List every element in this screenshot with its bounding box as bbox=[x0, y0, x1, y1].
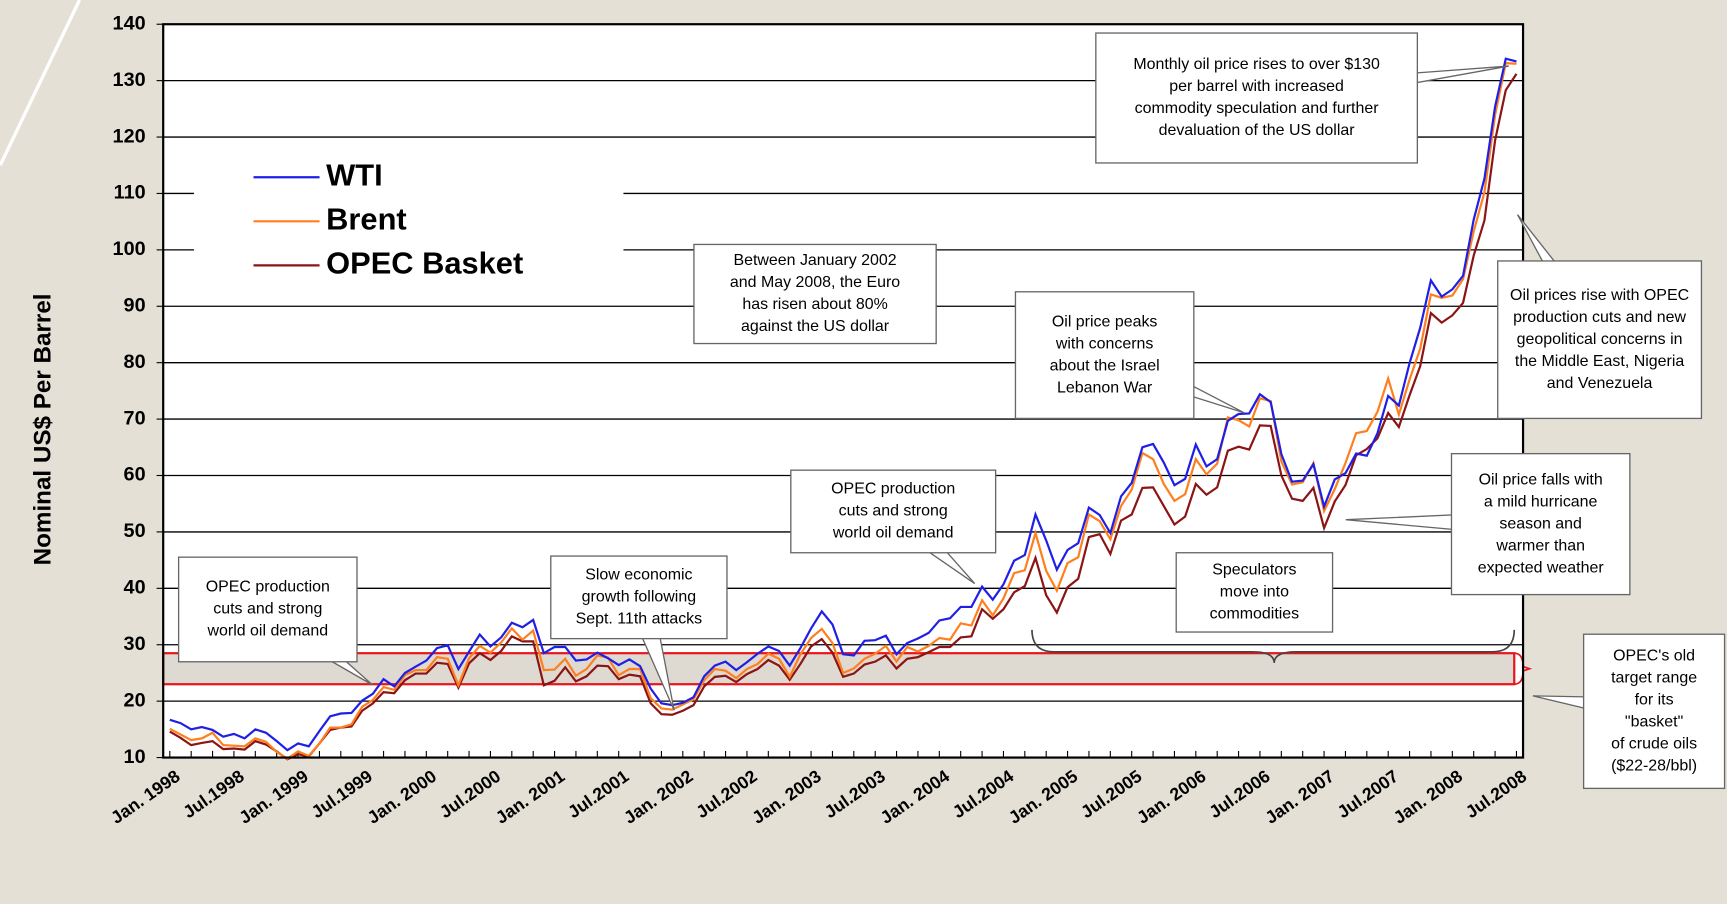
annotation-text: cuts and strong bbox=[213, 601, 322, 618]
annotation-text: with concerns bbox=[1055, 335, 1154, 352]
annotation-text: Speculators bbox=[1212, 562, 1296, 579]
y-tick-label: 80 bbox=[124, 351, 146, 373]
x-tick-label: Jan. 2003 bbox=[748, 766, 825, 828]
annotation-text: Lebanon War bbox=[1057, 379, 1153, 396]
annotation-text: for its bbox=[1635, 692, 1674, 709]
annotation-text: Slow economic bbox=[585, 567, 692, 584]
series-line bbox=[169, 57, 1517, 752]
legend-label: WTI bbox=[326, 157, 383, 192]
annotation-box bbox=[1095, 32, 1419, 164]
annotation-text: the Middle East, Nigeria bbox=[1515, 353, 1684, 370]
annotation: Between January 2002 and May 2008, the Eu… bbox=[693, 243, 937, 345]
annotation-text: about the Israel bbox=[1050, 357, 1160, 374]
decoration bbox=[0, 0, 82, 166]
annotation-box bbox=[1175, 552, 1334, 633]
annotation-text: and Venezuela bbox=[1547, 375, 1653, 392]
annotation-text: Sept. 11th attacks bbox=[576, 611, 703, 628]
y-tick-label: 50 bbox=[124, 520, 146, 542]
annotation-text: warmer than bbox=[1495, 537, 1585, 554]
annotation-text: season and bbox=[1499, 515, 1582, 532]
annotation-text: devaluation of the US dollar bbox=[1159, 122, 1356, 139]
annotation-box bbox=[1497, 260, 1703, 420]
y-tick-label: 100 bbox=[113, 238, 146, 260]
y-tick-label: 120 bbox=[113, 125, 146, 147]
annotation-text: OPEC's old bbox=[1613, 647, 1695, 664]
y-tick-label: 110 bbox=[114, 182, 146, 204]
annotation-text: world oil demand bbox=[832, 525, 954, 542]
y-tick-label: 30 bbox=[124, 633, 146, 655]
annotation-text: has risen about 80% bbox=[742, 296, 887, 313]
annotation-text: "basket" bbox=[1625, 714, 1683, 731]
annotation: OPEC production cuts and strong world oil … bbox=[790, 469, 997, 585]
target-range-brace bbox=[1514, 652, 1533, 686]
x-tick-label: Jan. 1999 bbox=[235, 766, 312, 828]
y-tick-label: 20 bbox=[124, 689, 146, 711]
legend-label: OPEC Basket bbox=[326, 246, 523, 281]
x-tick-label: Jan. 2007 bbox=[1261, 766, 1338, 828]
annotation-text: OPEC production bbox=[831, 481, 955, 498]
annotation-text: and May 2008, the Euro bbox=[730, 274, 900, 291]
x-tick-label: Jan. 2004 bbox=[877, 766, 954, 828]
annotation-text: expected weather bbox=[1478, 559, 1605, 576]
annotation-box bbox=[1014, 291, 1195, 420]
annotation-text: of crude oils bbox=[1611, 736, 1697, 753]
annotation-text: OPEC production bbox=[206, 579, 330, 596]
x-tick-label: Jan. 2001 bbox=[492, 766, 569, 828]
annotation-box bbox=[550, 555, 728, 640]
y-tick-label: 10 bbox=[124, 746, 146, 768]
x-tick-label: Jan. 2002 bbox=[620, 766, 697, 828]
brace bbox=[1031, 629, 1516, 663]
annotation-text: Between January 2002 bbox=[733, 252, 896, 269]
x-tick-label: Jan. 2006 bbox=[1133, 766, 1210, 828]
annotation: OPEC production cuts and strong world oil … bbox=[177, 556, 373, 686]
annotation-text: commodities bbox=[1210, 606, 1300, 623]
annotation-text: cuts and strong bbox=[839, 503, 948, 520]
series-line bbox=[169, 61, 1517, 760]
annotation-text: Oil price falls with bbox=[1479, 471, 1603, 488]
annotation: Speculators move into commodities bbox=[1175, 552, 1334, 633]
annotation-text: target range bbox=[1611, 669, 1697, 686]
annotation-text: ($22-28/bbl) bbox=[1611, 758, 1697, 775]
y-tick-label: 60 bbox=[124, 464, 146, 486]
annotation-text: per barrel with increased bbox=[1169, 78, 1344, 95]
y-tick-label: 130 bbox=[113, 69, 146, 91]
annotation: Oil prices rise with OPEC production cuts… bbox=[1497, 214, 1703, 420]
annotation-box bbox=[1450, 452, 1631, 596]
annotation-text: growth following bbox=[582, 589, 696, 606]
annotation-text: world oil demand bbox=[207, 623, 329, 640]
x-tick-label: Jan. 2008 bbox=[1390, 766, 1467, 828]
annotation-text: Oil prices rise with OPEC bbox=[1510, 287, 1689, 304]
annotation-text: Monthly oil price rises to over $130 bbox=[1133, 56, 1380, 73]
annotation-text: against the US dollar bbox=[741, 318, 890, 335]
y-tick-label: 90 bbox=[124, 295, 146, 317]
annotation-box bbox=[693, 243, 937, 345]
annotation-box bbox=[1582, 633, 1726, 790]
y-tick-label: 70 bbox=[124, 407, 146, 429]
annotation-text: Oil price peaks bbox=[1052, 313, 1158, 330]
annotation-text: production cuts and new bbox=[1513, 309, 1686, 326]
annotation-box bbox=[177, 556, 358, 663]
annotation-text: a mild hurricane bbox=[1484, 493, 1598, 510]
annotation-text: move into bbox=[1220, 584, 1289, 601]
y-tick-label: 140 bbox=[113, 12, 146, 34]
annotation: Oil price peaks with concerns about the Is… bbox=[1014, 291, 1245, 420]
y-tick-label: 40 bbox=[124, 577, 146, 599]
x-tick-label: Jan. 2005 bbox=[1005, 766, 1082, 828]
y-axis-label: Nominal US$ Per Barrel bbox=[30, 293, 57, 565]
legend-label: Brent bbox=[326, 201, 407, 236]
annotation-text: commodity speculation and further bbox=[1135, 100, 1380, 117]
x-tick-label: Jan. 2000 bbox=[364, 766, 441, 828]
series-line bbox=[169, 73, 1518, 761]
annotation: Slow economic growth following Sept. 11th … bbox=[550, 555, 728, 711]
annotation-text: geopolitical concerns in bbox=[1517, 331, 1683, 348]
annotation: OPEC's old target range for its "basket" of … bbox=[1532, 633, 1726, 790]
annotation: Monthly oil price rises to over $130 per … bbox=[1095, 32, 1509, 164]
x-tick-label: Jan. 1998 bbox=[107, 766, 184, 828]
annotation: Oil price falls with a mild hurricane seas… bbox=[1345, 452, 1631, 596]
x-tick-label: Jul.2008 bbox=[1462, 766, 1531, 822]
annotation-box bbox=[790, 469, 997, 554]
